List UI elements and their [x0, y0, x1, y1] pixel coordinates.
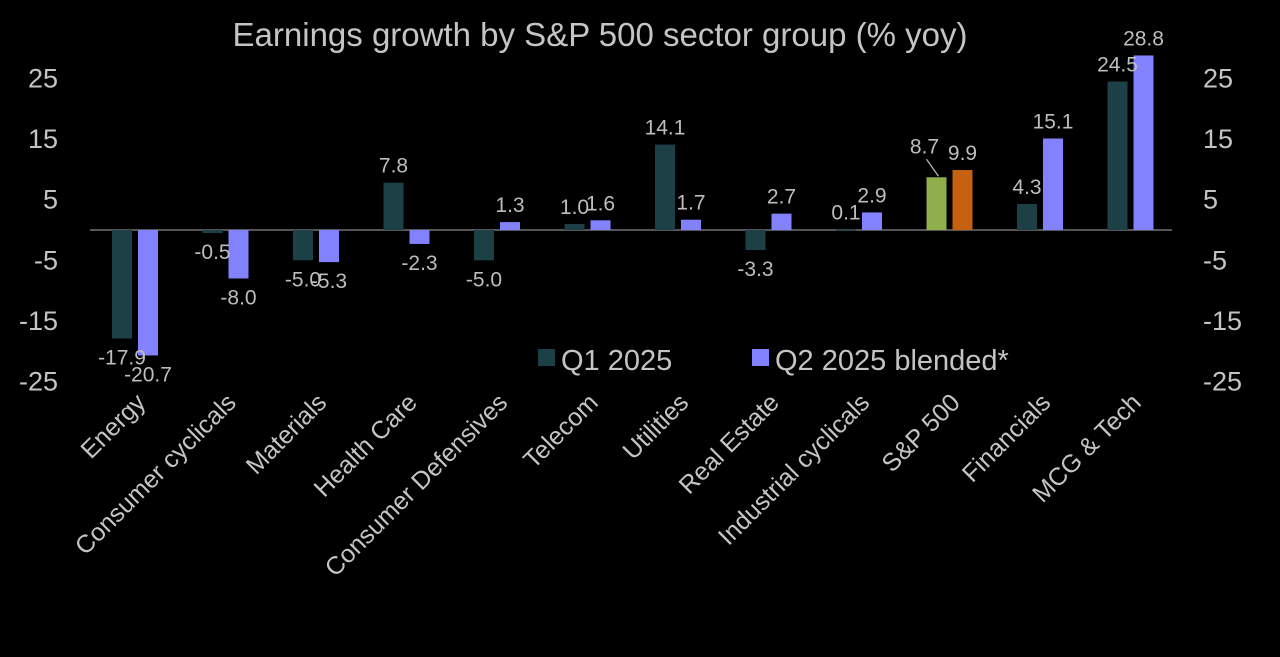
data-label: 9.9 [948, 142, 977, 165]
y-tick-label-left: -25 [19, 367, 58, 397]
bar-q2 [138, 230, 158, 356]
y-tick-label-left: 15 [28, 124, 58, 154]
legend-swatch-q1 [538, 349, 555, 366]
data-label: 24.5 [1097, 54, 1138, 77]
x-tick-label: Utilities [617, 388, 694, 465]
leader-line [926, 158, 939, 177]
legend: Q1 2025 Q2 2025 blended* [538, 345, 1009, 377]
bar-q2 [952, 170, 973, 230]
data-label: -17.9 [98, 346, 146, 369]
bar-q2 [319, 230, 339, 263]
data-label: -0.5 [194, 241, 230, 264]
bar-q1 [383, 182, 404, 230]
x-tick-label: Industrial cyclicals [713, 388, 875, 550]
bar-q1 [474, 230, 494, 261]
y-tick-label-left: 25 [28, 64, 58, 94]
bar-q2 [1133, 55, 1154, 230]
bar-q1 [1017, 203, 1037, 230]
y-tick-label-right: 5 [1203, 185, 1218, 215]
data-label: -5.0 [285, 268, 321, 291]
legend-label-q1: Q1 2025 [561, 345, 672, 377]
data-labels: -17.9-20.7-0.5-8.0-5.0-5.37.8-2.3-5.01.3… [98, 27, 1164, 386]
x-tick-label: Energy [75, 388, 151, 464]
bar-q1 [112, 230, 132, 339]
data-label: -2.3 [401, 252, 437, 275]
y-tick-label-right: 15 [1203, 124, 1233, 154]
bar-q2 [862, 212, 882, 230]
bar-q1 [564, 223, 585, 230]
y-axis-right: 25 15 5 -5 -15 -25 [1203, 64, 1242, 397]
bars [112, 55, 1154, 356]
data-label: -3.3 [737, 258, 773, 281]
bar-q1 [293, 230, 313, 261]
y-tick-label-left: -5 [34, 245, 58, 275]
bar-q1 [655, 144, 675, 230]
y-tick-label-right: -15 [1203, 306, 1242, 336]
data-label: 2.9 [857, 184, 886, 207]
bar-q2 [1043, 138, 1063, 230]
data-label: 8.7 [910, 135, 939, 158]
bar-q1 [926, 177, 947, 230]
y-tick-label-right: -5 [1203, 245, 1227, 275]
y-tick-label-left: 5 [43, 185, 58, 215]
bar-q2 [681, 219, 701, 230]
y-tick-label-left: -15 [19, 306, 58, 336]
legend-swatch-q2 [752, 349, 769, 366]
data-label: 1.0 [560, 196, 589, 219]
bar-q1 [202, 230, 223, 234]
data-label: 1.6 [586, 192, 615, 215]
bar-q2 [771, 213, 792, 230]
data-label: 0.1 [831, 201, 860, 224]
x-tick-label: Materials [241, 388, 333, 480]
data-label: 15.1 [1033, 110, 1074, 133]
chart-title: Earnings growth by S&P 500 sector group … [233, 16, 968, 53]
data-label: 28.8 [1123, 27, 1164, 50]
y-tick-label-right: -25 [1203, 367, 1242, 397]
x-tick-label: Consumer Defensives [320, 388, 514, 582]
bar-q1 [1107, 81, 1128, 230]
data-label: -5.3 [311, 270, 347, 293]
data-label: 7.8 [379, 155, 408, 178]
bar-q1 [836, 229, 856, 231]
bar-q2 [228, 230, 249, 279]
data-label: -20.7 [124, 363, 172, 386]
data-label: 14.1 [645, 117, 686, 140]
x-tick-label: Consumer cyclicals [70, 388, 242, 560]
data-label: 1.7 [676, 192, 705, 215]
data-label: -8.0 [220, 286, 256, 309]
y-tick-label-right: 25 [1203, 64, 1233, 94]
legend-label-q2: Q2 2025 blended* [775, 345, 1009, 377]
bar-q2 [409, 230, 430, 244]
data-label: 4.3 [1012, 176, 1041, 199]
data-label: 1.3 [495, 194, 524, 217]
data-label: -5.0 [466, 268, 502, 291]
bar-q1 [745, 230, 766, 250]
bar-q2 [590, 220, 611, 230]
x-tick-label: Telecom [518, 388, 604, 474]
y-axis-left: 25 15 5 -5 -15 -25 [19, 64, 58, 397]
x-tick-label: S&P 500 [876, 388, 965, 477]
data-label: 2.7 [767, 186, 796, 209]
bar-q2 [500, 222, 520, 230]
